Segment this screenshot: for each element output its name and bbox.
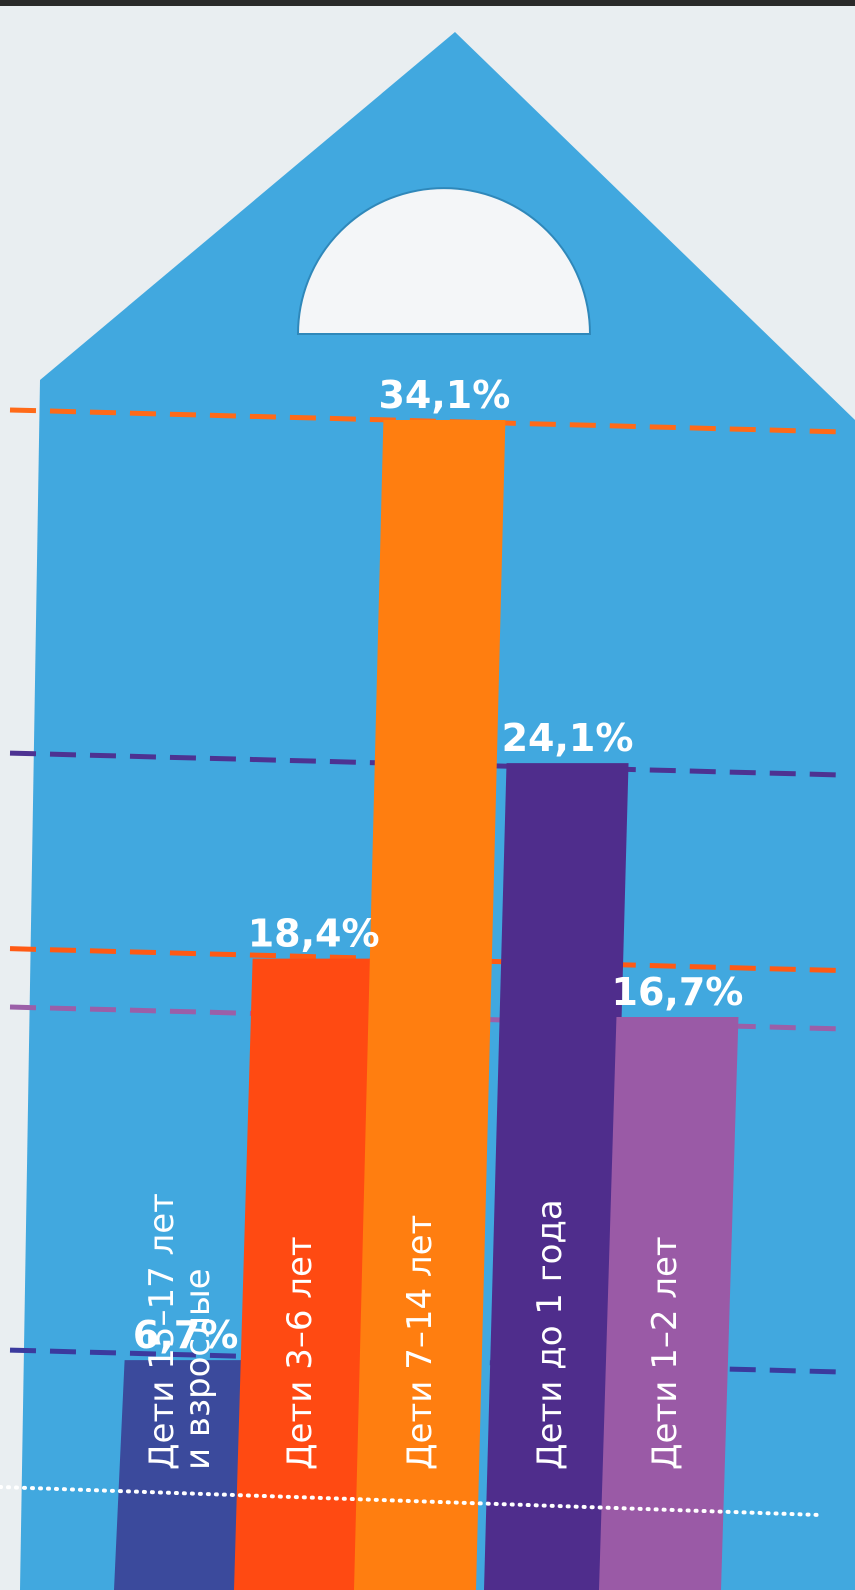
category-label: Дети 3–6 лет xyxy=(280,1236,320,1470)
category-label: Дети 1–2 лет xyxy=(645,1236,685,1470)
category-label-group: Дети 1–2 лет xyxy=(645,1236,685,1470)
bars xyxy=(114,420,739,1590)
bar xyxy=(599,1017,739,1590)
category-label: Дети до 1 года xyxy=(530,1199,570,1470)
data-label: 34,1% xyxy=(378,373,510,417)
handle-cutout xyxy=(296,187,592,335)
value-labels: 6,7% 18,4% 34,1% 24,1% 16,7% xyxy=(133,373,743,1357)
category-label: и взрослые xyxy=(178,1268,218,1470)
category-label-group: Дети 3–6 лет xyxy=(280,1236,320,1470)
data-label: 24,1% xyxy=(502,716,634,760)
bar xyxy=(234,958,375,1590)
data-label: 6,7% xyxy=(133,1313,238,1357)
bar xyxy=(354,420,506,1590)
category-label-group: Дети до 1 года xyxy=(530,1199,570,1470)
category-label: Дети 7–14 лет xyxy=(400,1215,440,1470)
category-label-group: Дети 7–14 лет xyxy=(400,1215,440,1470)
bar xyxy=(484,763,629,1590)
category-label: Дети 15–17 лет xyxy=(142,1193,182,1470)
top-edge xyxy=(0,0,855,6)
dotted-baseline xyxy=(0,1485,822,1517)
bar xyxy=(114,1360,247,1590)
data-label: 18,4% xyxy=(248,912,380,956)
data-label: 16,7% xyxy=(612,970,744,1014)
